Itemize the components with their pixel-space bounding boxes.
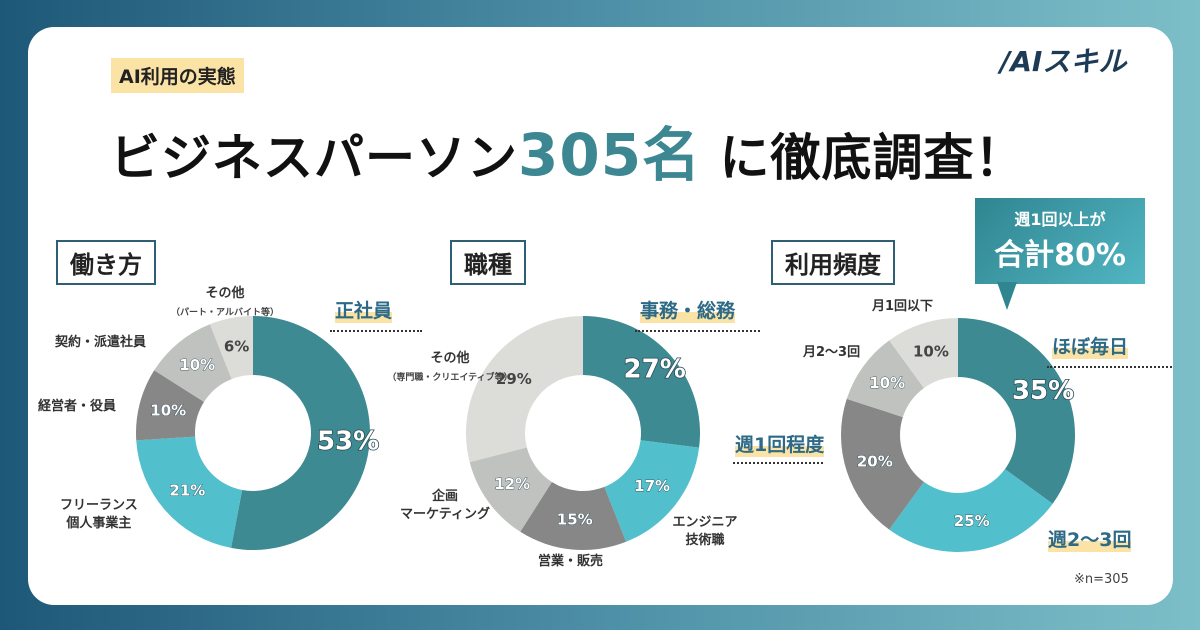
label-regular-employee: 正社員 [335, 296, 393, 323]
donut-slice [135, 370, 205, 441]
chart-title-work-style: 働き方 [56, 240, 156, 285]
donut-slice [209, 316, 253, 380]
label-2-3-weekly: 週2〜3回 [1048, 525, 1132, 552]
label-office: 事務・総務 [640, 296, 736, 323]
data-label: 12% [494, 475, 530, 493]
brand-logo: /AIスキル [1000, 45, 1127, 78]
label-other: その他 （専門職・クリエイティブ等） [375, 350, 525, 385]
data-label: 10% [869, 374, 905, 392]
label-daily: ほぼ毎日 [1052, 332, 1129, 359]
label-monthly-or-less: 月1回以下 [872, 299, 934, 314]
data-label: 53% [317, 426, 379, 456]
label-other-main: その他 [430, 351, 470, 366]
leader-line [1047, 366, 1172, 368]
donut-slice [604, 440, 700, 542]
data-label: 25% [954, 512, 990, 530]
label-weekly: 週1回程度 [735, 430, 825, 457]
data-label: 6% [224, 338, 249, 356]
callout-line1: 週1回以上が [1014, 210, 1106, 229]
donut-slice [154, 324, 232, 402]
donut-slice [889, 469, 1053, 553]
label-engineer: エンジニア 技術職 [665, 514, 745, 549]
label-sales: 営業・販売 [538, 554, 604, 569]
label-planning-1: 企画 [431, 489, 458, 504]
sample-size-note: ※n=305 [1074, 572, 1129, 587]
leader-line [635, 330, 760, 332]
label-2-3-monthly: 月2〜3回 [803, 345, 861, 360]
donut-slice [889, 318, 958, 389]
data-label: 10% [913, 342, 949, 360]
headline-number: 305名 [518, 121, 702, 189]
label-other-sub: （専門職・クリエイティブ等） [387, 372, 513, 383]
donut-slice [136, 436, 243, 548]
category-tag: AI利用の実態 [111, 58, 244, 93]
label-freelance-2: 個人事業主 [66, 515, 132, 531]
donut-slice [231, 316, 370, 550]
label-freelance: フリーランス 個人事業主 [60, 497, 138, 532]
data-label: 20% [857, 453, 893, 471]
label-engineer-1: エンジニア [672, 515, 738, 530]
label-engineer-2: 技術職 [685, 532, 725, 548]
label-freelance-1: フリーランス [60, 498, 138, 513]
label-other-main: その他 [205, 286, 245, 301]
data-label: 21% [169, 481, 205, 499]
donut-slice [958, 318, 1075, 504]
donut-slice [846, 340, 924, 418]
data-label: 10% [150, 402, 186, 420]
data-label: 27% [624, 354, 686, 384]
label-other: その他 （パート・アルバイト等） [160, 285, 290, 320]
donut-slice [469, 447, 552, 532]
label-contract: 契約・派遣社員 [55, 335, 147, 350]
label-planning: 企画 マーケティング [395, 488, 495, 523]
label-other-sub: （パート・アルバイト等） [171, 307, 279, 318]
donut-slice [841, 398, 924, 530]
leader-line [733, 462, 823, 464]
callout-total: 週1回以上が合計80% [975, 198, 1145, 310]
chart-title-frequency: 利用頻度 [771, 240, 895, 285]
headline-post: に徹底調査！ [719, 129, 1026, 187]
data-label: 35% [1012, 376, 1074, 406]
donut-slice [466, 316, 583, 463]
donut-slice [520, 481, 627, 551]
data-label: 29% [496, 370, 532, 388]
callout-line2: 合計80% [994, 238, 1126, 273]
data-label: 15% [557, 511, 593, 529]
data-label: 17% [634, 477, 670, 495]
headline: ビジネスパーソン305名 に徹底調査！ [110, 108, 1026, 192]
label-executive: 経営者・役員 [38, 399, 117, 414]
headline-pre: ビジネスパーソン [110, 129, 518, 187]
label-planning-2: マーケティング [400, 506, 490, 522]
chart-title-occupation: 職種 [450, 240, 526, 285]
donut-slice [583, 316, 700, 448]
leader-line [330, 330, 422, 332]
data-label: 10% [179, 356, 215, 374]
